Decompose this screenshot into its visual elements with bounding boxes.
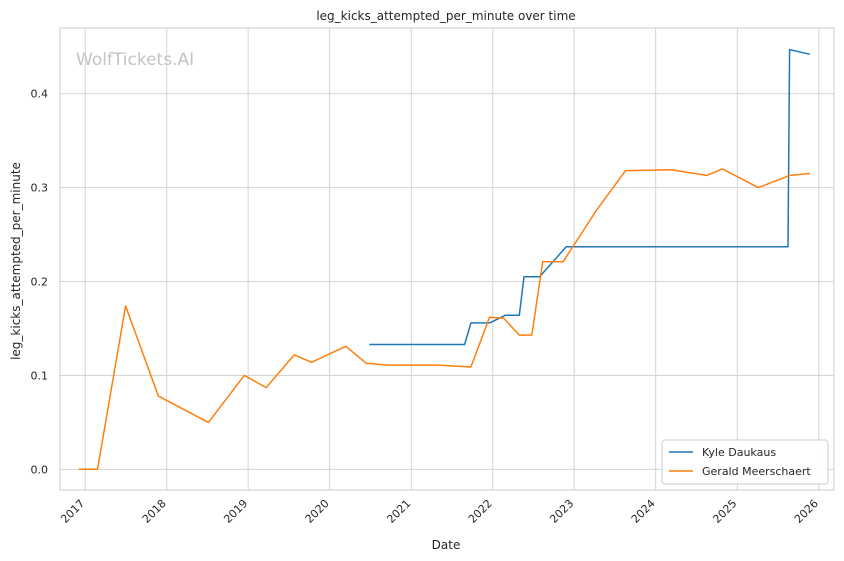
x-axis-label: Date bbox=[432, 538, 461, 552]
y-axis-label: leg_kicks_attempted_per_minute bbox=[9, 162, 23, 360]
y-tick-label: 0.2 bbox=[31, 276, 49, 289]
y-axis: 0.0 0.1 0.2 0.3 0.4 bbox=[31, 88, 49, 477]
y-tick-label: 0.1 bbox=[31, 369, 49, 382]
y-tick-label: 0.0 bbox=[31, 463, 49, 476]
grid bbox=[60, 28, 834, 490]
series-line-gerald-meerschaert bbox=[78, 168, 810, 471]
legend-label-kyle-daukaus: Kyle Daukaus bbox=[702, 446, 776, 459]
legend: Kyle Daukaus Gerald Meerschaert bbox=[661, 439, 829, 485]
y-tick-label: 0.3 bbox=[31, 182, 49, 195]
series-line-kyle-daukaus bbox=[369, 48, 811, 346]
legend-label-gerald-meerschaert: Gerald Meerschaert bbox=[702, 465, 811, 478]
series-layer bbox=[78, 48, 811, 471]
watermark: WolfTickets.AI bbox=[76, 50, 194, 70]
plot-area bbox=[59, 27, 835, 491]
y-tick-label: 0.4 bbox=[31, 88, 49, 101]
chart-title: leg_kicks_attempted_per_minute over time bbox=[316, 9, 575, 23]
legend-box bbox=[661, 439, 829, 485]
